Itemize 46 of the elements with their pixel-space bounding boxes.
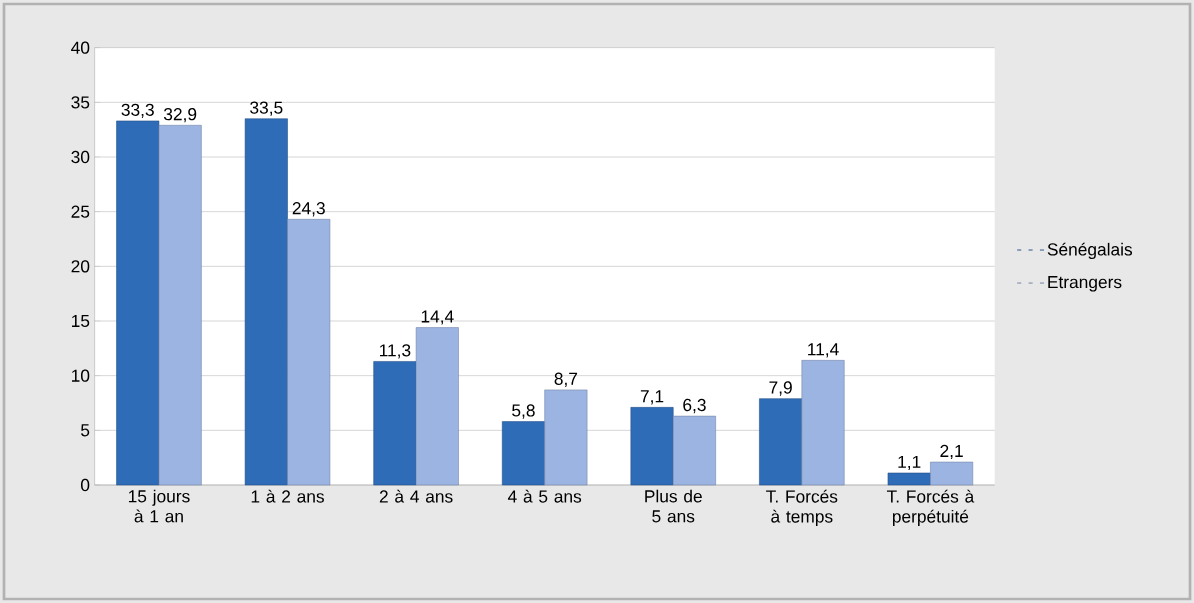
data-label: 8,7 [554,372,578,387]
y-tick-label: 40 [71,41,90,54]
legend-label: Etrangers [1048,276,1122,292]
bar [672,415,716,486]
y-tick-label: 5 [81,424,90,437]
y-tick-label: 10 [72,369,90,382]
x-tick-label: 4 à 5 ans [507,489,582,503]
data-label: 6,3 [683,398,706,414]
bar [544,389,588,486]
bar [244,118,288,486]
data-label: 33,3 [121,103,154,118]
data-label: 14,4 [421,310,454,325]
legend-label: Sénégalais [1047,242,1133,260]
data-label: 33,5 [250,101,283,116]
data-label: 7,9 [769,381,792,396]
data-label: 24,3 [292,202,325,217]
data-label: 2,1 [940,444,963,460]
data-label: 1,1 [898,455,921,471]
bar [373,361,417,486]
y-tick-label: 25 [71,205,90,218]
x-tick-label: 1 à 2 ans [251,489,324,503]
bar [116,120,160,486]
bar [415,327,459,486]
data-label: 32,9 [163,108,197,123]
bar [158,125,202,486]
y-tick-label: 20 [71,260,90,273]
y-tick-label: 0 [80,478,90,492]
bar [759,398,803,486]
bar [501,421,545,486]
x-tick-label: 15 jours à 1 an [128,489,190,523]
data-label: 5,8 [512,404,535,419]
data-label: 7,1 [640,390,664,405]
bar [630,407,674,486]
y-tick-label: 15 [72,314,90,328]
data-label: 11,4 [808,343,839,358]
x-tick-label: T. Forcés à temps [766,489,838,527]
x-tick-label: T. Forcés à perpétuité [886,489,975,527]
bar [930,461,974,486]
bar [287,219,331,486]
y-tick-label: 35 [71,96,90,109]
x-tick-label: 2 à 4 ans [379,489,453,503]
bar [887,472,931,486]
data-label: 11,3 [379,344,411,359]
y-tick-label: 30 [71,150,90,164]
x-tick-label: Plus de 5 ans [645,489,702,523]
bar [801,360,845,486]
